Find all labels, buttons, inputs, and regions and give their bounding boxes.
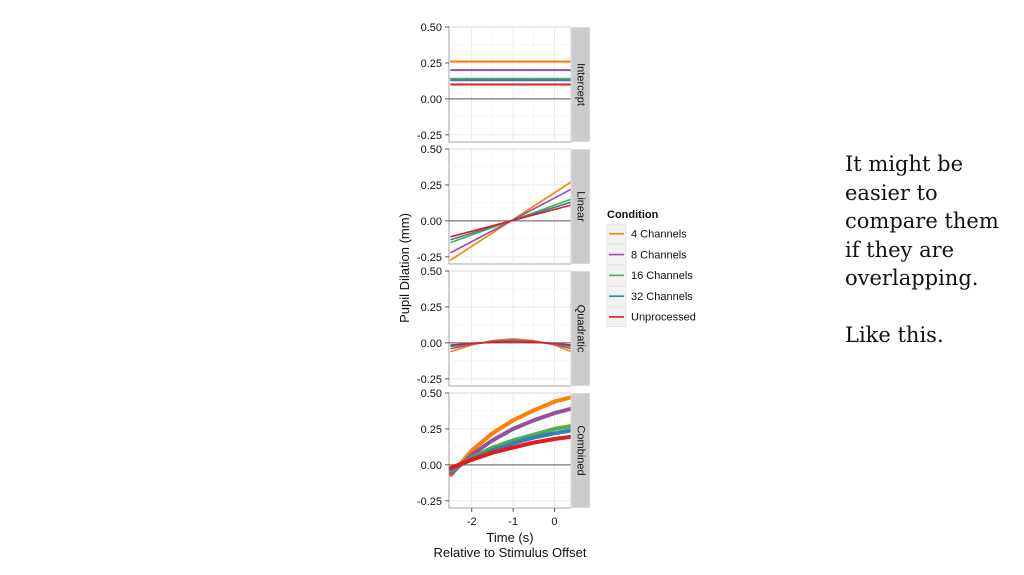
facet-strip	[570, 148, 591, 265]
y-tick-label: 0.25	[421, 424, 442, 436]
series-line	[449, 406, 573, 476]
note-paragraph-2: Like this.	[845, 322, 944, 347]
x-tick-label: 0	[551, 516, 557, 528]
x-tick-label: -1	[508, 516, 518, 528]
y-tick-label: 0.50	[421, 144, 442, 156]
y-tick-label: -0.25	[417, 496, 442, 508]
x-tick-label: -2	[467, 516, 477, 528]
series-line	[450, 204, 572, 238]
y-tick-label: 0.25	[421, 58, 442, 70]
y-tick-label: 0.25	[421, 180, 442, 192]
y-tick-label: 0.25	[421, 302, 442, 314]
slide-note: It might be easier to compare them if th…	[845, 150, 1020, 349]
y-tick-label: 0.00	[421, 94, 442, 106]
facet-strip	[570, 392, 591, 509]
y-tick-label: 0.50	[421, 266, 442, 278]
y-tick-label: 0.00	[421, 216, 442, 228]
facet-label: Linear	[575, 191, 587, 222]
legend-item-label: 16 Channels	[631, 270, 693, 282]
x-axis-sublabel: Relative to Stimulus Offset	[434, 545, 587, 560]
legend-item-label: 8 Channels	[631, 249, 687, 261]
note-paragraph-1: It might be easier to compare them if th…	[845, 152, 999, 290]
legend-title: Condition	[607, 209, 659, 221]
y-tick-label: 0.00	[421, 338, 442, 350]
legend-item-label: 32 Channels	[631, 291, 693, 303]
facet-label: Quadratic	[575, 305, 587, 353]
y-tick-label: -0.25	[417, 374, 442, 386]
facet-strip	[570, 26, 591, 143]
facet-label: Intercept	[575, 63, 587, 106]
legend-item-label: Unprocessed	[631, 312, 696, 324]
legend-item-label: 4 Channels	[631, 229, 687, 241]
y-tick-label: 0.50	[421, 388, 442, 400]
series-line	[450, 340, 572, 346]
series-line	[449, 395, 573, 477]
facet-strip	[570, 270, 591, 387]
panel-frame	[448, 392, 572, 509]
facet-label: Combined	[575, 425, 587, 475]
series-line	[449, 434, 573, 470]
panel-frame	[448, 270, 572, 387]
y-tick-label: -0.25	[417, 252, 442, 264]
x-axis-label: Time (s)	[486, 530, 533, 545]
y-tick-label: 0.00	[421, 460, 442, 472]
y-axis-label: Pupil Dilation (mm)	[397, 213, 412, 323]
y-tick-label: -0.25	[417, 130, 442, 142]
y-tick-label: 0.50	[421, 22, 442, 34]
